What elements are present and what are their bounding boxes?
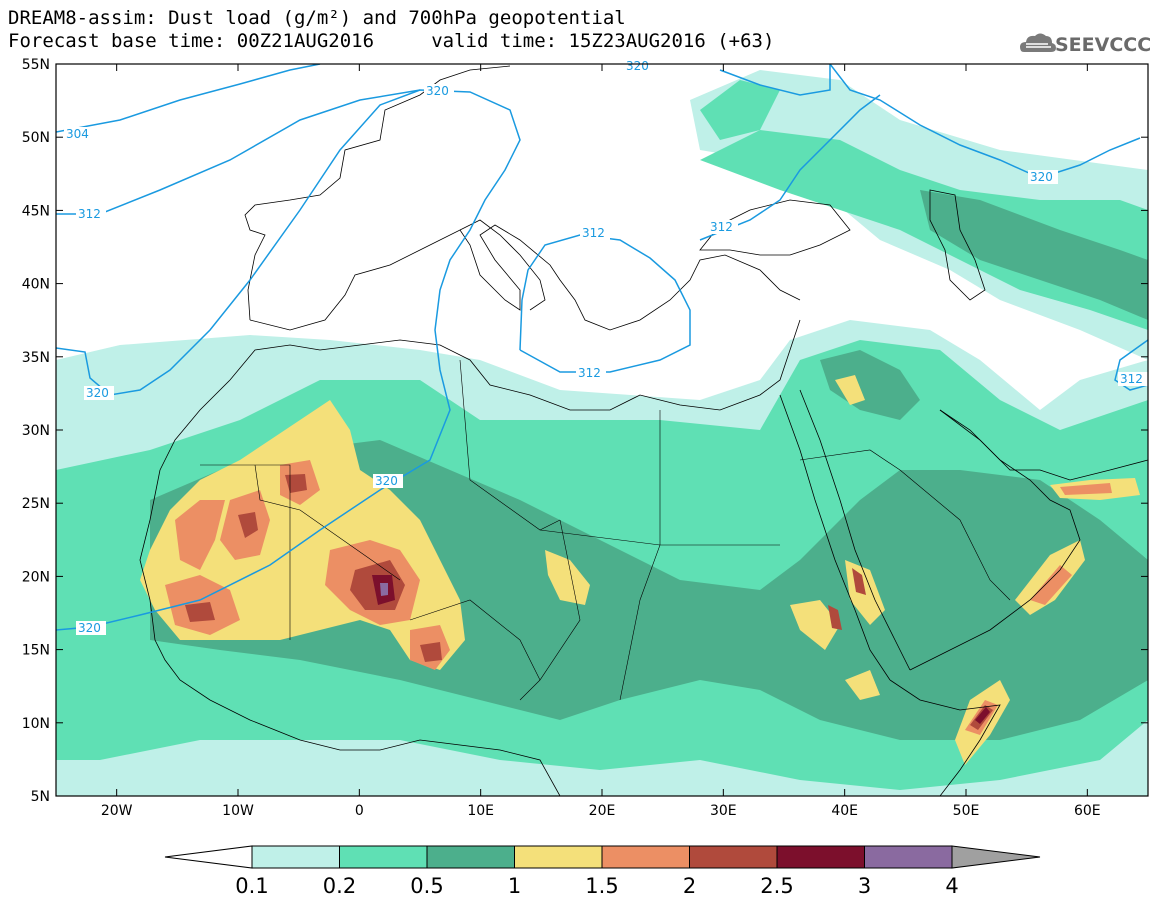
contour-labels: 304 312 320 320 312 312 320 312 320 320 … (64, 58, 1148, 635)
contour-label-312: 312 (582, 226, 605, 240)
lon-label: 30E (710, 803, 737, 819)
longitude-axis: 20W 10W 0 10E 20E 30E 40E 50E 60E (101, 64, 1101, 819)
colorbar-low-arrow (164, 845, 253, 869)
contour-label-312: 312 (1120, 372, 1143, 386)
lon-label: 10E (467, 803, 494, 819)
dust-field (56, 64, 1148, 796)
contour-label-320: 320 (86, 386, 109, 400)
colorbar-label: 0.2 (323, 874, 356, 898)
contour-label-320: 320 (426, 84, 449, 98)
coastlines-borders (139, 65, 1148, 796)
lat-label: 40N (22, 277, 50, 293)
lat-label: 25N (22, 496, 50, 512)
contour-label-312: 312 (578, 366, 601, 380)
lat-label: 20N (22, 569, 50, 585)
geopotential-contours (56, 64, 1148, 631)
contour-label-320: 320 (1030, 170, 1053, 184)
lon-label: 60E (1074, 803, 1101, 819)
colorbar-label: 3 (858, 874, 871, 898)
lon-label: 0 (355, 803, 364, 819)
colorbar-swatch (339, 845, 428, 869)
contour-label-312: 312 (78, 207, 101, 221)
colorbar: 0.1 0.2 0.5 1 1.5 2 2.5 3 4 (164, 845, 1041, 898)
colorbar-swatch (251, 845, 340, 869)
colorbar-label: 0.1 (235, 874, 268, 898)
contour-label-320: 320 (78, 621, 101, 635)
lat-label: 5N (31, 789, 50, 805)
lon-label: 50E (953, 803, 980, 819)
lat-label: 50N (22, 130, 50, 146)
lat-label: 15N (22, 643, 50, 659)
colorbar-label: 1 (508, 874, 521, 898)
lon-label: 40E (831, 803, 858, 819)
colorbar-label: 4 (945, 874, 958, 898)
colorbar-swatch (864, 845, 953, 869)
colorbar-swatch (689, 845, 778, 869)
colorbar-label: 2.5 (760, 874, 793, 898)
contour-label-320: 320 (626, 59, 649, 73)
logo-text: SEEVCCC (1055, 34, 1152, 56)
lon-label: 10W (222, 803, 254, 819)
lat-label: 35N (22, 350, 50, 366)
lat-label: 45N (22, 203, 50, 219)
map-title: DREAM8-assim: Dust load (g/m²) and 700hP… (8, 7, 626, 29)
colorbar-swatch (776, 845, 865, 869)
colorbar-label: 0.5 (410, 874, 443, 898)
cloud-logo-icon (1020, 33, 1056, 52)
colorbar-high-arrow (951, 845, 1041, 869)
forecast-times: Forecast base time: 00Z21AUG2016 valid t… (8, 30, 775, 52)
lon-label: 20W (101, 803, 133, 819)
lat-label: 55N (22, 57, 50, 73)
contour-label-312: 312 (710, 220, 733, 234)
colorbar-swatch (601, 845, 690, 869)
lat-label: 30N (22, 423, 50, 439)
contour-label-320: 320 (375, 474, 398, 488)
latitude-axis: 55N 50N 45N 40N 35N 30N 25N 20N 15N 10N 5N (22, 57, 1148, 805)
colorbar-swatch (426, 845, 515, 869)
colorbar-swatch (514, 845, 603, 869)
lat-label: 10N (22, 716, 50, 732)
colorbar-label: 1.5 (585, 874, 618, 898)
colorbar-label: 2 (683, 874, 696, 898)
contour-label-304: 304 (66, 127, 89, 141)
lon-label: 20E (589, 803, 616, 819)
